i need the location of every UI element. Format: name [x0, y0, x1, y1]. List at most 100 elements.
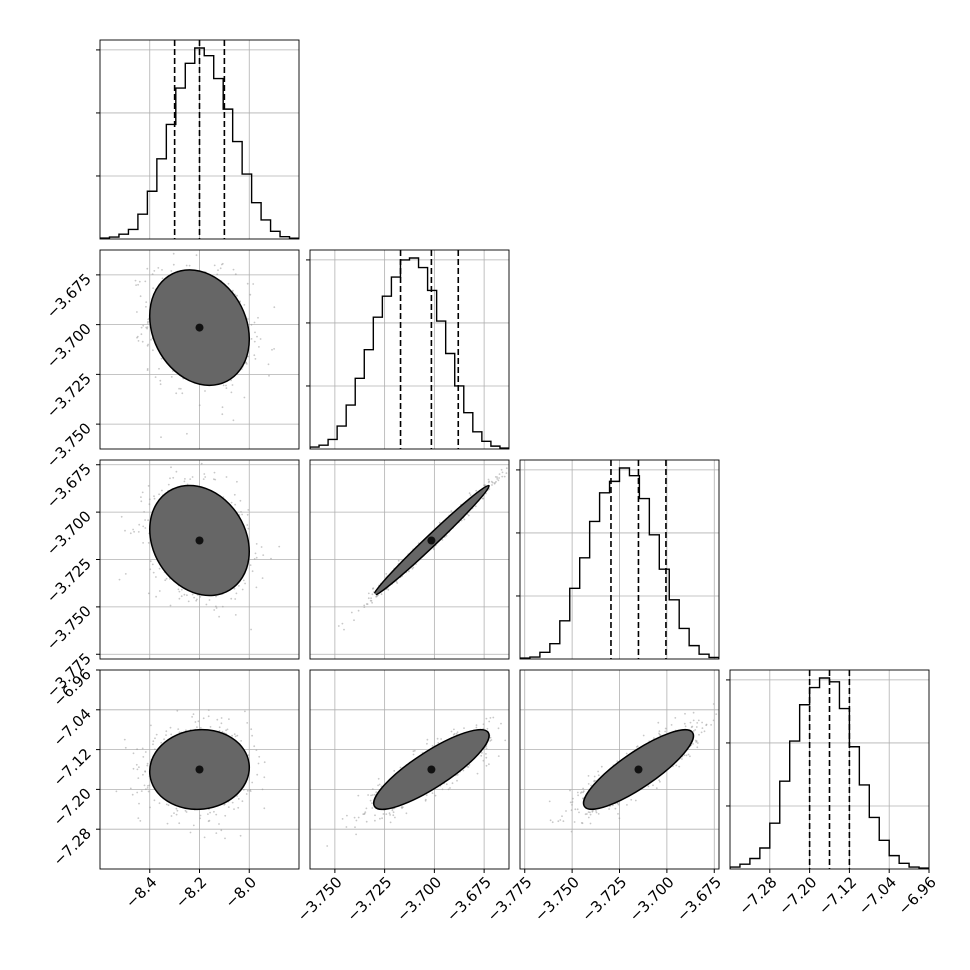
- scatter-point: [188, 264, 191, 267]
- density-peak-1-0: [195, 323, 204, 332]
- scatter-point: [246, 282, 249, 285]
- scatter-point: [467, 514, 470, 517]
- scatter-point: [243, 788, 245, 791]
- scatter-point: [154, 376, 157, 378]
- scatter-point: [213, 810, 215, 813]
- scatter-point: [491, 484, 493, 486]
- scatter-point: [220, 722, 223, 725]
- scatter-point: [424, 798, 427, 801]
- scatter-point: [253, 340, 256, 343]
- scatter-point: [357, 816, 360, 819]
- scatter-point: [577, 794, 579, 797]
- scatter-point: [496, 478, 499, 480]
- scatter-point: [192, 824, 195, 827]
- scatter-point: [341, 818, 344, 820]
- scatter-point: [450, 730, 453, 733]
- scatter-point: [175, 392, 178, 395]
- scatter-point: [144, 527, 147, 529]
- scatter-point: [485, 764, 488, 767]
- scatter-point: [189, 478, 192, 480]
- scatter-point: [589, 822, 592, 825]
- scatter-point: [273, 348, 275, 350]
- scatter-point: [253, 321, 256, 324]
- scatter-point: [511, 462, 513, 464]
- scatter-point: [370, 597, 372, 600]
- density-peak-2-1: [427, 536, 436, 545]
- scatter-point: [176, 809, 179, 812]
- scatter-point: [129, 787, 132, 790]
- scatter-point: [341, 622, 344, 625]
- scatter-point: [142, 773, 144, 776]
- scatter-point: [270, 557, 272, 560]
- scatter-point: [262, 554, 265, 556]
- scatter-point: [590, 784, 592, 787]
- scatter-point: [355, 819, 358, 822]
- scatter-point: [455, 732, 458, 735]
- scatter-point: [135, 763, 138, 766]
- scatter-point: [147, 542, 150, 544]
- scatter-point: [490, 480, 493, 483]
- scatter-point: [152, 743, 154, 746]
- scatter-point: [371, 601, 373, 604]
- density-peak-3-1: [427, 765, 436, 774]
- scatter-point: [236, 294, 238, 297]
- scatter-point: [445, 783, 448, 786]
- scatter-point: [215, 595, 217, 598]
- scatter-point: [475, 726, 478, 729]
- histogram-2: [520, 467, 719, 659]
- scatter-point: [170, 733, 173, 736]
- scatter-point: [350, 611, 353, 614]
- scatter-point: [207, 715, 210, 718]
- scatter-point: [391, 809, 394, 812]
- scatter-point: [120, 515, 123, 518]
- scatter-point: [178, 731, 181, 734]
- scatter-point: [221, 262, 224, 265]
- scatter-point: [255, 556, 258, 559]
- scatter-point: [183, 480, 186, 483]
- scatter-point: [256, 773, 259, 776]
- scatter-point: [158, 493, 161, 496]
- scatter-point: [152, 740, 155, 743]
- scatter-point: [187, 600, 190, 603]
- scatter-point: [355, 833, 357, 836]
- scatter-point: [165, 730, 168, 733]
- scatter-point: [482, 759, 485, 762]
- scatter-point: [216, 273, 219, 276]
- scatter-point: [200, 462, 203, 465]
- scatter-point: [146, 762, 149, 765]
- scatter-point: [254, 552, 257, 555]
- scatter-point: [587, 775, 590, 777]
- scatter-point: [433, 548, 435, 551]
- scatter-point: [489, 717, 492, 719]
- scatter-point: [241, 513, 244, 516]
- scatter-point: [380, 593, 383, 596]
- data-layer: [100, 40, 929, 869]
- scatter-point: [209, 811, 212, 814]
- scatter-point: [565, 810, 567, 812]
- scatter-point: [141, 340, 144, 343]
- scatter-point: [145, 788, 147, 791]
- scatter-point: [233, 733, 236, 736]
- scatter-point: [191, 476, 194, 478]
- scatter-point: [236, 734, 239, 737]
- scatter-point: [357, 609, 360, 612]
- scatter-point: [204, 476, 207, 478]
- scatter-point: [143, 511, 146, 513]
- scatter-point: [140, 326, 143, 329]
- scatter-point: [140, 333, 143, 336]
- scatter-point: [634, 799, 637, 802]
- scatter-point: [250, 728, 253, 731]
- scatter-point: [573, 821, 576, 823]
- scatter-point: [137, 817, 140, 819]
- scatter-point: [146, 322, 149, 324]
- scatter-point: [371, 802, 373, 804]
- scatter-point: [146, 267, 149, 270]
- scatter-point: [237, 806, 240, 809]
- scatter-point: [165, 577, 168, 580]
- scatter-point: [184, 478, 186, 480]
- scatter-point: [153, 270, 156, 272]
- scatter-point: [412, 753, 415, 756]
- scatter-point: [173, 812, 175, 814]
- scatter-point: [139, 295, 142, 298]
- scatter-point: [141, 491, 144, 494]
